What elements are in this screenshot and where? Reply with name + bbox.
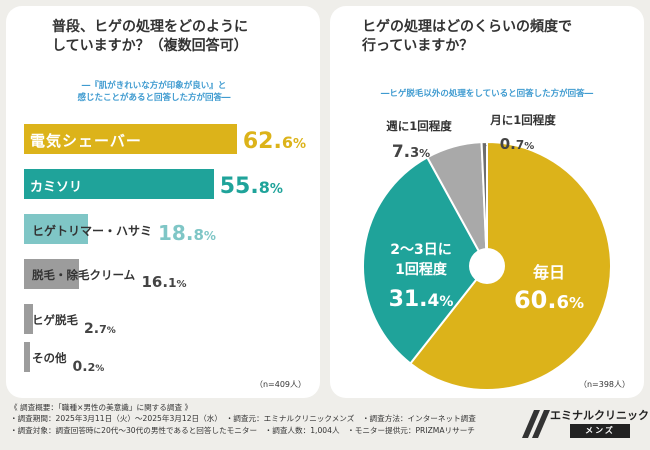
bar-value-2: 18.8% [158,221,216,245]
bar-0 [24,124,237,154]
bar-value-dec-0: 6 [281,132,293,152]
pie-label-0: 毎日 [533,263,565,282]
bar-value-unit-3: % [176,278,187,290]
logo-name: エミナルクリニック [550,409,649,422]
left-title-line1: 普段、ヒゲの処理をどのように [52,19,248,35]
bar-value-int-3: 16. [141,272,169,291]
bar-value-0: 62.6% [243,129,306,154]
bar-2 [24,214,88,244]
bar-5 [24,342,30,372]
bar-value-int-1: 55. [219,173,259,199]
pie-leader-line-3 [483,143,487,147]
left-note-line2: 感じたことがあると回答した方が回答― [77,93,231,103]
pie-value-1: 31.4% [389,287,454,312]
pie-label-1a: 2～3日に [390,242,451,258]
left-note-line1: ―『肌がきれいな方が印象が良い』と [81,81,227,91]
right-title-line1: ヒゲの処理はどのくらいの頻度で [362,19,572,35]
pie-value-0: 60.6% [514,286,584,314]
footer-line2: ・調査期間：2025年3月11日（火）～2025年3月12日（水） ・調査元：エ… [10,414,476,424]
pie-chart: 毎日 60.6% 2～3日に 1回程度 31.4% 週に1回程度 7.3% 月に1回程度 0.7… [362,113,612,391]
bar-value-unit-0: % [292,136,306,152]
footer-line3: ・調査対象：調査回答時に20代～30代の男性であると回答したモニター ・調査人数… [10,425,475,435]
bar-value-int-5: 0. [72,358,88,375]
pie-label-1b: 1回程度 [395,261,448,278]
pie-slice-0 [408,140,612,391]
pie-label-2: 週に1回程度 [386,119,452,133]
footer-line1: 《 調査概要：「職種×男性の美意識」に関する調査 》 [10,403,193,412]
bar-label-3: 脱毛・除毛クリーム [32,268,136,283]
bar-label-2: ヒゲトリマー・ハサミ [32,223,153,238]
left-panel: 普段、ヒゲの処理をどのように していますか？（複数回答可） ―『肌がきれいな方が… [6,6,320,398]
bar-3 [24,259,79,289]
right-n-value: （n=398人） [578,380,630,389]
bar-label-0: 電気シェーバー [30,132,142,150]
survey-footer: 《 調査概要：「職種×男性の美意識」に関する調査 》 ・調査期間：2025年3月… [10,402,500,436]
left-note: ―『肌がきれいな方が印象が良い』と 感じたことがあると回答した方が回答― [24,80,284,104]
bar-value-dec-1: 8 [258,177,270,197]
bar-value-dec-5: 2 [87,360,96,374]
bar-value-dec-4: 7 [99,322,107,336]
bar-value-5: 0.2% [73,356,105,375]
pie-label-3: 月に1回程度 [489,113,556,127]
right-note: ―ヒゲ脱毛以外の処理をしていると回答した方が回答― [380,89,594,99]
pie-value-2: 7.3% [392,142,430,162]
bar-value-dec-2: 8 [193,226,204,244]
bar-value-unit-4: % [106,325,116,336]
right-title-line2: 行っていますか？ [362,38,474,54]
bar-1 [24,169,214,199]
pie-center-hole [469,248,505,284]
pie-slice-1 [362,155,489,365]
right-panel: ヒゲの処理はどのくらいの頻度で 行っていますか？ ―ヒゲ脱毛以外の処理をしている… [330,6,644,398]
bar-label-5: その他 [32,351,67,366]
bar-value-int-4: 2. [84,320,100,337]
bar-label-4: ヒゲ脱毛 [32,313,78,328]
bar-value-4: 2.7% [84,318,116,337]
bar-value-unit-2: % [203,229,216,243]
clinic-logo: エミナルクリニック メンズ [520,404,649,444]
bar-label-1: カミソリ [30,180,83,196]
logo-sub: メンズ [570,424,630,438]
bar-4 [24,304,34,334]
bar-value-1: 55.8% [220,174,283,199]
pie-slice-3 [480,140,488,267]
bar-value-unit-1: % [269,181,283,197]
bar-value-int-2: 18. [158,221,194,245]
logo-mark-icon [522,410,550,438]
right-question-title: ヒゲの処理はどのくらいの頻度で 行っていますか？ [362,18,622,56]
pie-value-3: 0.7% [500,135,535,153]
bar-value-3: 16.1% [142,272,187,291]
bar-value-int-0: 62. [242,128,282,154]
left-question-title: 普段、ヒゲの処理をどのように していますか？（複数回答可） [52,18,312,56]
left-n-value: （n=409人） [254,380,306,389]
left-title-line2: していますか？（複数回答可） [52,38,248,54]
bar-value-dec-3: 1 [168,275,177,290]
bar-value-unit-5: % [95,363,105,374]
